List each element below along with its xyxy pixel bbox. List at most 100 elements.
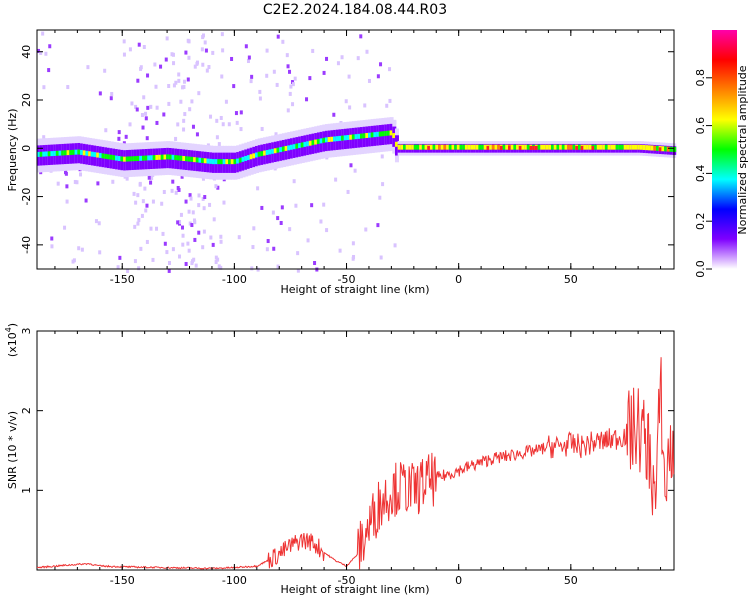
heatmap-cell bbox=[379, 255, 383, 260]
heatmap-cell bbox=[140, 113, 144, 118]
heatmap-cell bbox=[615, 144, 620, 150]
heatmap-cell bbox=[239, 127, 243, 132]
heatmap-cell bbox=[184, 199, 188, 204]
heatmap-cell bbox=[144, 116, 148, 121]
heatmap-cell bbox=[162, 189, 166, 194]
heatmap-cell bbox=[88, 151, 93, 157]
heatmap-cell bbox=[604, 144, 609, 150]
heatmap-cell bbox=[348, 105, 352, 110]
heatmap-cell bbox=[499, 145, 504, 150]
heatmap-cell bbox=[224, 99, 228, 104]
heatmap-cell bbox=[220, 32, 224, 37]
heatmap-cell bbox=[591, 145, 596, 150]
heatmap-cell bbox=[104, 153, 109, 159]
heatmap-cell bbox=[534, 145, 539, 150]
heatmap-cell bbox=[139, 65, 143, 70]
heatmap-cell bbox=[50, 151, 55, 157]
heatmap-cell bbox=[137, 266, 141, 271]
heatmap-cell bbox=[126, 268, 130, 273]
x-tick-label: -150 bbox=[110, 273, 135, 286]
heatmap-cell bbox=[128, 156, 133, 162]
heatmap-cell bbox=[378, 195, 382, 200]
y-tick-label: 2 bbox=[20, 407, 33, 414]
heatmap-cell bbox=[41, 31, 45, 36]
heatmap-cell bbox=[230, 56, 234, 61]
heatmap-cell bbox=[294, 203, 298, 208]
heatmap-cell bbox=[39, 50, 43, 55]
heatmap-cell bbox=[280, 205, 284, 210]
colorbar-tick-label: 0.2 bbox=[694, 212, 707, 230]
heatmap-cell bbox=[252, 226, 256, 231]
heatmap-cell bbox=[276, 216, 280, 221]
heatmap-cell bbox=[66, 85, 70, 90]
heatmap-cell bbox=[37, 151, 41, 157]
heatmap-cell bbox=[184, 261, 188, 266]
heatmap-cell bbox=[489, 144, 494, 150]
snr-yscale-label: (x104) bbox=[4, 323, 19, 357]
heatmap-cell bbox=[214, 159, 219, 165]
heatmap-cell bbox=[182, 127, 186, 132]
heatmap-cell bbox=[181, 225, 185, 230]
heatmap-cell bbox=[347, 74, 351, 79]
spectrogram-xlabel: Height of straight line (km) bbox=[280, 283, 429, 296]
heatmap-cell bbox=[315, 267, 319, 272]
heatmap-cell bbox=[42, 151, 47, 157]
heatmap-cell bbox=[188, 193, 192, 198]
heatmap-cell bbox=[432, 144, 437, 150]
heatmap-cell bbox=[400, 144, 405, 150]
heatmap-cell bbox=[389, 130, 394, 136]
heatmap-cell bbox=[416, 144, 421, 150]
heatmap-cell bbox=[292, 144, 297, 150]
heatmap-cell bbox=[351, 256, 355, 261]
heatmap-cell bbox=[176, 155, 181, 161]
heatmap-cell bbox=[193, 237, 197, 242]
heatmap-cell bbox=[154, 84, 158, 89]
heatmap-cell bbox=[540, 144, 545, 150]
heatmap-cell bbox=[637, 144, 642, 150]
colorbar-tick-label: 0.8 bbox=[694, 69, 707, 87]
heatmap-cell bbox=[58, 150, 63, 156]
heatmap-cell bbox=[429, 144, 434, 150]
heatmap-cell bbox=[109, 154, 114, 160]
snr-frame bbox=[36, 330, 675, 571]
heatmap-cell bbox=[236, 158, 241, 164]
heatmap-cell bbox=[195, 132, 199, 137]
heatmap-cell bbox=[408, 144, 413, 150]
heatmap-cell bbox=[110, 91, 114, 96]
heatmap-cell bbox=[45, 151, 50, 157]
heatmap-cell bbox=[217, 264, 221, 269]
heatmap-cell bbox=[298, 143, 303, 149]
heatmap-cell bbox=[249, 154, 254, 160]
heatmap-cell bbox=[388, 67, 392, 72]
heatmap-cell bbox=[44, 51, 48, 56]
heatmap-cell bbox=[203, 195, 207, 200]
heatmap-cell bbox=[80, 149, 85, 155]
heatmap-cell bbox=[340, 55, 344, 60]
spectrogram-panel: -150 -100 -50 0 50 -40 -20 0 20 40 Height of stra… bbox=[6, 29, 677, 296]
heatmap-cell bbox=[230, 159, 235, 165]
heatmap-cell bbox=[658, 147, 663, 152]
heatmap-cell bbox=[305, 97, 309, 102]
heatmap-cell bbox=[48, 44, 52, 49]
heatmap-cell bbox=[338, 248, 342, 253]
heatmap-cell bbox=[462, 144, 467, 150]
heatmap-cell bbox=[170, 188, 174, 193]
heatmap-cell bbox=[356, 56, 360, 61]
heatmap-cell bbox=[524, 144, 529, 150]
heatmap-cell bbox=[237, 235, 241, 240]
heatmap-cell bbox=[316, 138, 321, 144]
heatmap-cell bbox=[359, 34, 363, 39]
heatmap-cell bbox=[63, 225, 67, 230]
heatmap-cell bbox=[353, 168, 357, 173]
heatmap-cell bbox=[367, 78, 371, 83]
heatmap-cell bbox=[195, 61, 199, 66]
heatmap-cell bbox=[322, 202, 326, 207]
heatmap-cell bbox=[144, 208, 148, 213]
heatmap-cell bbox=[147, 175, 151, 180]
heatmap-cell bbox=[187, 39, 191, 44]
y-tick-label: 1 bbox=[20, 487, 33, 494]
heatmap-cell bbox=[421, 144, 426, 150]
heatmap-cell bbox=[117, 136, 121, 141]
heatmap-cell bbox=[596, 144, 601, 150]
heatmap-cell bbox=[137, 218, 141, 223]
